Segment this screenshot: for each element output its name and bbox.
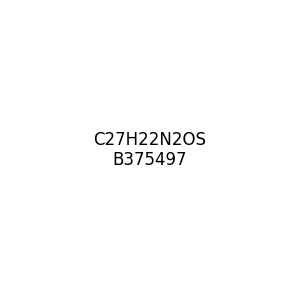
Text: C27H22N2OS
B375497: C27H22N2OS B375497 [94, 130, 206, 170]
